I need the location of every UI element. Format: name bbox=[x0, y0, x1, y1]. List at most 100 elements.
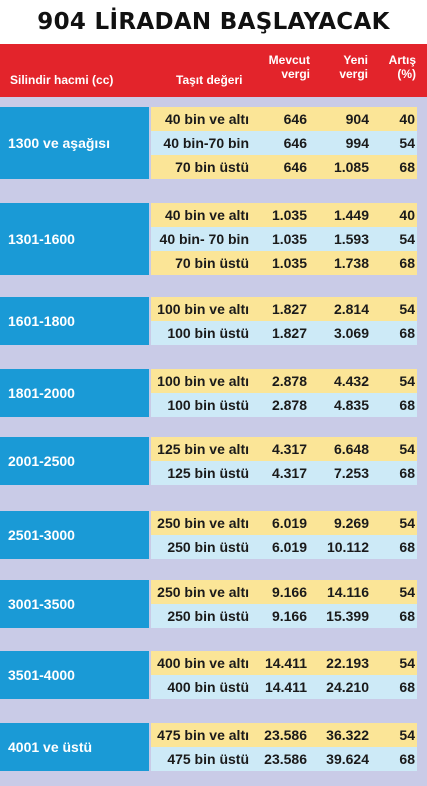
cell-new: 3.069 bbox=[333, 325, 369, 341]
table-row: 70 bin üstü 646 1.085 68 bbox=[151, 155, 417, 179]
cell-new: 15.399 bbox=[326, 608, 369, 624]
cell-value: 125 bin üstü bbox=[167, 465, 249, 481]
cell-current: 1.827 bbox=[271, 325, 307, 341]
cell-increase: 54 bbox=[399, 584, 415, 600]
cell-new: 9.269 bbox=[333, 515, 369, 531]
group-4001: 4001 ve üstü 475 bin ve altı 23.586 36.3… bbox=[0, 723, 427, 771]
cell-current: 1.035 bbox=[271, 231, 307, 247]
table-row: 125 bin ve altı 4.317 6.648 54 bbox=[151, 437, 417, 461]
cell-current: 646 bbox=[283, 135, 307, 151]
cell-new: 6.648 bbox=[333, 441, 369, 457]
cell-value: 70 bin üstü bbox=[175, 159, 249, 175]
table-row: 400 bin ve altı 14.411 22.193 54 bbox=[151, 651, 417, 675]
table-row: 40 bin ve altı 1.035 1.449 40 bbox=[151, 203, 417, 227]
cell-current: 14.411 bbox=[264, 679, 307, 695]
cell-increase: 54 bbox=[399, 727, 415, 743]
cell-value: 475 bin üstü bbox=[167, 751, 249, 767]
cell-increase: 54 bbox=[399, 655, 415, 671]
table-header: Silindir hacmi (cc) Taşıt değeri Mevcut … bbox=[0, 44, 427, 97]
cell-increase: 68 bbox=[399, 397, 415, 413]
cell-value: 40 bin ve altı bbox=[164, 111, 249, 127]
group-1300: 1300 ve aşağısı 40 bin ve altı 646 904 4… bbox=[0, 107, 427, 179]
table-row: 100 bin üstü 1.827 3.069 68 bbox=[151, 321, 417, 345]
table-row: 475 bin ve altı 23.586 36.322 54 bbox=[151, 723, 417, 747]
table-row: 70 bin üstü 1.035 1.738 68 bbox=[151, 251, 417, 275]
cell-increase: 40 bbox=[399, 111, 415, 127]
cell-value: 100 bin ve altı bbox=[157, 301, 249, 317]
cell-current: 646 bbox=[283, 159, 307, 175]
group-1301-1600: 1301-1600 40 bin ve altı 1.035 1.449 40 … bbox=[0, 203, 427, 275]
cell-value: 400 bin ve altı bbox=[157, 655, 249, 671]
cell-current: 6.019 bbox=[271, 539, 307, 555]
table-row: 400 bin üstü 14.411 24.210 68 bbox=[151, 675, 417, 699]
group-label: 2001-2500 bbox=[0, 437, 149, 485]
cell-current: 4.317 bbox=[271, 465, 307, 481]
table-row: 250 bin üstü 9.166 15.399 68 bbox=[151, 604, 417, 628]
cell-current: 23.586 bbox=[264, 727, 307, 743]
cell-new: 36.322 bbox=[326, 727, 369, 743]
cell-increase: 68 bbox=[399, 465, 415, 481]
cell-new: 14.116 bbox=[326, 584, 369, 600]
cell-value: 400 bin üstü bbox=[167, 679, 249, 695]
cell-increase: 54 bbox=[399, 231, 415, 247]
group-label: 1601-1800 bbox=[0, 297, 149, 345]
cell-value: 100 bin ve altı bbox=[157, 373, 249, 389]
cell-increase: 54 bbox=[399, 135, 415, 151]
header-increase: Artış (%) bbox=[388, 53, 416, 81]
cell-new: 904 bbox=[345, 111, 369, 127]
cell-current: 1.035 bbox=[271, 207, 307, 223]
cell-new: 10.112 bbox=[326, 539, 369, 555]
table-row: 250 bin ve altı 9.166 14.116 54 bbox=[151, 580, 417, 604]
cell-increase: 68 bbox=[399, 679, 415, 695]
group-label: 4001 ve üstü bbox=[0, 723, 149, 771]
group-label: 1300 ve aşağısı bbox=[0, 107, 149, 179]
group-label: 2501-3000 bbox=[0, 511, 149, 559]
table-row: 100 bin ve altı 2.878 4.432 54 bbox=[151, 369, 417, 393]
cell-new: 1.085 bbox=[333, 159, 369, 175]
cell-current: 9.166 bbox=[271, 584, 307, 600]
cell-value: 250 bin ve altı bbox=[157, 584, 249, 600]
cell-current: 23.586 bbox=[264, 751, 307, 767]
cell-new: 22.193 bbox=[326, 655, 369, 671]
cell-new: 39.624 bbox=[326, 751, 369, 767]
cell-current: 1.035 bbox=[271, 255, 307, 271]
cell-current: 1.827 bbox=[271, 301, 307, 317]
cell-increase: 68 bbox=[399, 539, 415, 555]
cell-new: 24.210 bbox=[326, 679, 369, 695]
cell-increase: 68 bbox=[399, 608, 415, 624]
group-label: 1301-1600 bbox=[0, 203, 149, 275]
cell-new: 1.449 bbox=[333, 207, 369, 223]
cell-new: 7.253 bbox=[333, 465, 369, 481]
cell-current: 4.317 bbox=[271, 441, 307, 457]
table-row: 250 bin üstü 6.019 10.112 68 bbox=[151, 535, 417, 559]
table-row: 40 bin-70 bin 646 994 54 bbox=[151, 131, 417, 155]
cell-increase: 68 bbox=[399, 159, 415, 175]
cell-increase: 54 bbox=[399, 373, 415, 389]
group-2001-2500: 2001-2500 125 bin ve altı 4.317 6.648 54… bbox=[0, 437, 427, 485]
table-row: 40 bin ve altı 646 904 40 bbox=[151, 107, 417, 131]
cell-increase: 40 bbox=[399, 207, 415, 223]
cell-current: 646 bbox=[283, 111, 307, 127]
cell-current: 9.166 bbox=[271, 608, 307, 624]
cell-value: 40 bin- 70 bin bbox=[159, 231, 249, 247]
cell-value: 250 bin üstü bbox=[167, 539, 249, 555]
group-label: 1801-2000 bbox=[0, 369, 149, 417]
cell-value: 100 bin üstü bbox=[167, 325, 249, 341]
group-label: 3001-3500 bbox=[0, 580, 149, 628]
cell-value: 100 bin üstü bbox=[167, 397, 249, 413]
cell-value: 70 bin üstü bbox=[175, 255, 249, 271]
cell-increase: 54 bbox=[399, 441, 415, 457]
header-cylinder: Silindir hacmi (cc) bbox=[10, 73, 114, 87]
header-new-tax: Yeni vergi bbox=[339, 53, 368, 81]
table-row: 40 bin- 70 bin 1.035 1.593 54 bbox=[151, 227, 417, 251]
page-title: 904 LİRADAN BAŞLAYACAK bbox=[0, 0, 427, 44]
table-row: 250 bin ve altı 6.019 9.269 54 bbox=[151, 511, 417, 535]
cell-increase: 68 bbox=[399, 751, 415, 767]
group-1601-1800: 1601-1800 100 bin ve altı 1.827 2.814 54… bbox=[0, 297, 427, 345]
table-row: 100 bin ve altı 1.827 2.814 54 bbox=[151, 297, 417, 321]
cell-value: 125 bin ve altı bbox=[157, 441, 249, 457]
cell-value: 250 bin ve altı bbox=[157, 515, 249, 531]
cell-increase: 68 bbox=[399, 255, 415, 271]
table-row: 125 bin üstü 4.317 7.253 68 bbox=[151, 461, 417, 485]
cell-new: 2.814 bbox=[333, 301, 369, 317]
